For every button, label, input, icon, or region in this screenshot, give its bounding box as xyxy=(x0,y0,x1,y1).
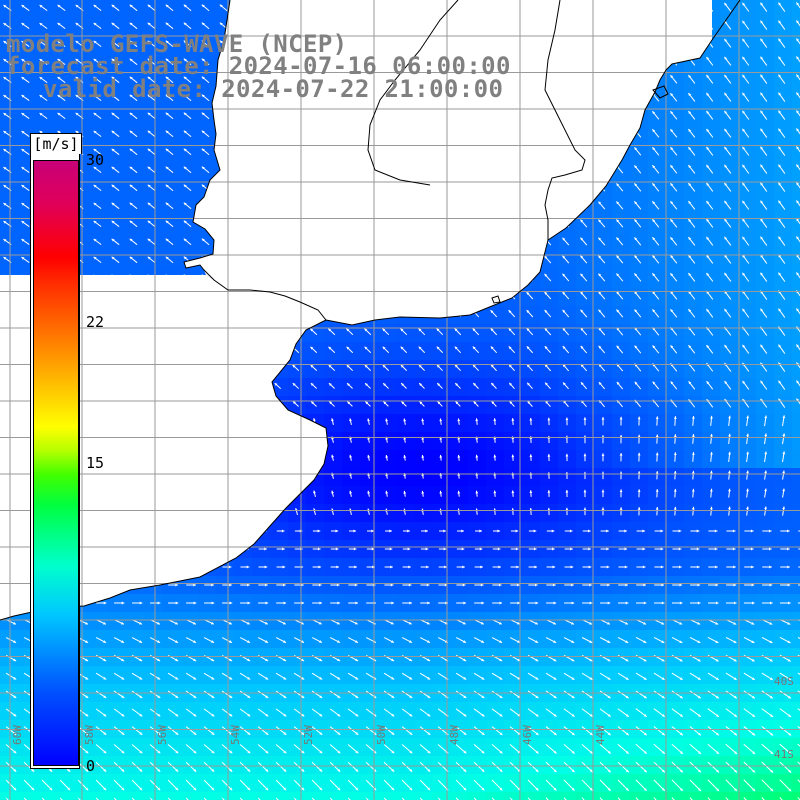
longitude-label: 50W xyxy=(375,725,388,745)
wind-cell xyxy=(288,792,307,800)
longitude-label: 48W xyxy=(448,725,461,745)
wind-cell xyxy=(792,468,800,487)
longitude-label: 58W xyxy=(83,725,96,745)
colorbar-tick-label: 15 xyxy=(86,454,105,472)
wind-cell xyxy=(126,792,145,800)
wind-cell xyxy=(792,90,800,109)
longitude-label: 60W xyxy=(11,725,24,745)
wind-cell xyxy=(792,216,800,235)
wind-cell xyxy=(792,486,800,505)
wind-cell xyxy=(792,0,800,19)
wind-cell xyxy=(792,432,800,451)
wind-cell xyxy=(306,792,325,800)
wind-cell xyxy=(558,792,577,800)
wind-cell xyxy=(792,180,800,199)
latitude-label: 40S xyxy=(774,675,794,688)
wind-cell xyxy=(792,306,800,325)
wind-cell xyxy=(324,792,343,800)
wind-cell xyxy=(792,108,800,127)
wind-cell xyxy=(414,792,433,800)
wind-cell xyxy=(792,288,800,307)
wind-cell xyxy=(522,792,541,800)
wind-cell xyxy=(612,792,631,800)
wind-cell xyxy=(756,792,775,800)
wind-cell xyxy=(792,414,800,433)
wind-cell xyxy=(162,792,181,800)
longitude-label: 52W xyxy=(302,725,315,745)
longitude-label: 54W xyxy=(229,725,242,745)
wind-cell xyxy=(792,342,800,361)
wind-cell xyxy=(648,792,667,800)
colorbar-unit-label: [m/s] xyxy=(30,133,82,154)
wind-cell xyxy=(792,450,800,469)
wind-cell xyxy=(792,198,800,217)
wind-cell xyxy=(54,792,73,800)
wind-cell xyxy=(396,792,415,800)
colorbar xyxy=(33,160,79,766)
wind-cell xyxy=(792,378,800,397)
wind-cell xyxy=(576,792,595,800)
wind-cell xyxy=(108,792,127,800)
wind-cell xyxy=(792,54,800,73)
valid-date: valid date: 2024-07-22 21:00:00 xyxy=(43,75,504,103)
wind-cell xyxy=(792,234,800,253)
wind-cell xyxy=(666,792,685,800)
wind-cell xyxy=(792,72,800,91)
wind-cell xyxy=(252,792,271,800)
wind-cell xyxy=(360,792,379,800)
wind-cell xyxy=(702,792,721,800)
wind-cell xyxy=(144,792,163,800)
wind-cell xyxy=(792,18,800,37)
wind-cell xyxy=(630,792,649,800)
wind-cell xyxy=(792,36,800,55)
longitude-label: 56W xyxy=(156,725,169,745)
wind-cell xyxy=(792,360,800,379)
wind-cell xyxy=(90,792,109,800)
wind-cell xyxy=(792,774,800,793)
longitude-label: 44W xyxy=(594,725,607,745)
wind-cell xyxy=(792,396,800,415)
wind-cell xyxy=(792,162,800,181)
wind-cell xyxy=(774,792,793,800)
wind-cell xyxy=(450,792,469,800)
wind-cell xyxy=(0,792,19,800)
wind-cell xyxy=(792,144,800,163)
latitude-label: 41S xyxy=(774,748,794,761)
wind-cell xyxy=(36,792,55,800)
wind-cell xyxy=(432,792,451,800)
wind-cell xyxy=(594,792,613,800)
wind-cell xyxy=(738,792,757,800)
wind-cell xyxy=(792,324,800,343)
wind-cell xyxy=(72,792,91,800)
wind-cell xyxy=(792,270,800,289)
wind-cell xyxy=(342,792,361,800)
wind-cell xyxy=(792,504,800,523)
wind-cell xyxy=(792,630,800,649)
wind-cell xyxy=(270,792,289,800)
wind-cell xyxy=(792,126,800,145)
wind-cell xyxy=(792,612,800,631)
wind-cell xyxy=(378,792,397,800)
wind-cell xyxy=(540,792,559,800)
wind-cell xyxy=(792,702,800,721)
wind-cell xyxy=(486,792,505,800)
wind-cell xyxy=(792,252,800,271)
colorbar-tick-label: 30 xyxy=(86,151,105,169)
wind-cell xyxy=(468,792,487,800)
wind-cell xyxy=(180,792,199,800)
colorbar-tick-label: 22 xyxy=(86,312,105,331)
wind-cell xyxy=(18,792,37,800)
longitude-label: 46W xyxy=(521,725,534,745)
wind-cell xyxy=(792,648,800,667)
wind-cell xyxy=(684,792,703,800)
wind-cell xyxy=(216,792,235,800)
wind-cell xyxy=(198,792,217,800)
wind-cell xyxy=(234,792,253,800)
colorbar-tick-label: 0 xyxy=(86,757,96,775)
wind-cell xyxy=(720,792,739,800)
